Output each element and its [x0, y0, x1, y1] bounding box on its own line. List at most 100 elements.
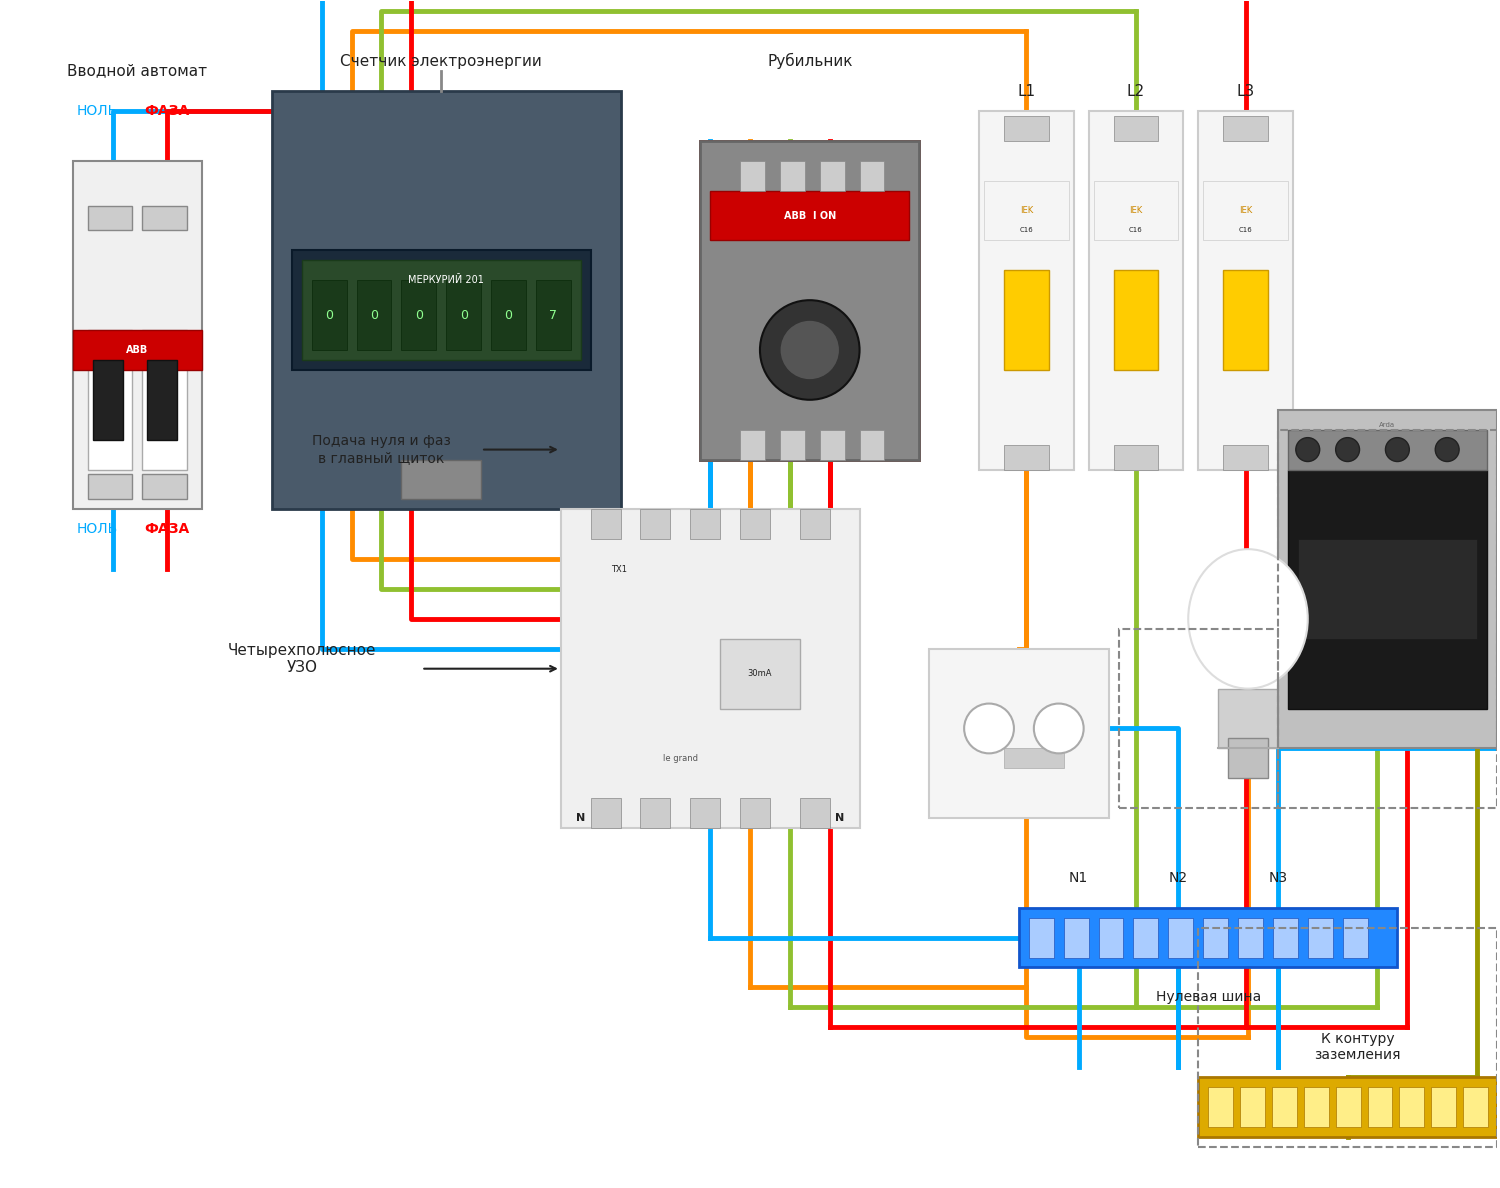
Bar: [93, 360, 123, 440]
Text: Нулевая шина: Нулевая шина: [1155, 991, 1262, 1004]
Bar: [859, 430, 885, 460]
Text: Четырехполюсное
УЗО: Четырехполюсное УЗО: [228, 643, 376, 675]
Text: C16: C16: [1239, 227, 1252, 234]
Bar: [87, 206, 132, 230]
Circle shape: [780, 320, 840, 380]
Bar: [1004, 444, 1048, 469]
Bar: [640, 798, 670, 828]
Circle shape: [1034, 703, 1083, 753]
Bar: [859, 160, 885, 190]
Bar: [1335, 1087, 1360, 1127]
Bar: [1222, 444, 1268, 469]
Bar: [72, 160, 202, 510]
Circle shape: [1335, 437, 1359, 461]
Text: ABB  I ON: ABB I ON: [783, 210, 836, 221]
Bar: [561, 510, 860, 828]
Bar: [357, 280, 392, 350]
Bar: [800, 510, 830, 539]
Text: C16: C16: [1130, 227, 1143, 234]
Bar: [1278, 410, 1497, 748]
Bar: [700, 141, 920, 460]
Bar: [1113, 444, 1158, 469]
Bar: [780, 160, 806, 190]
Bar: [490, 280, 526, 350]
Text: Счетчик электроэнергии: Счетчик электроэнергии: [340, 53, 542, 69]
Bar: [1274, 917, 1298, 958]
Circle shape: [1296, 437, 1320, 461]
Text: 30mA: 30mA: [747, 669, 772, 678]
Bar: [1222, 271, 1268, 369]
Bar: [1431, 1087, 1456, 1127]
Bar: [1098, 917, 1124, 958]
Bar: [1019, 908, 1398, 967]
Bar: [819, 160, 844, 190]
Text: L1: L1: [1017, 83, 1035, 99]
Bar: [640, 510, 670, 539]
Text: C16: C16: [1020, 227, 1034, 234]
Bar: [1134, 917, 1158, 958]
Bar: [446, 280, 482, 350]
Text: Arda: Arda: [1380, 422, 1395, 428]
Bar: [536, 280, 570, 350]
Text: МЕРКУРИЙ 201: МЕРКУРИЙ 201: [408, 276, 485, 285]
Bar: [591, 510, 621, 539]
Bar: [1238, 917, 1263, 958]
Bar: [302, 260, 580, 360]
Circle shape: [760, 301, 859, 400]
Bar: [1198, 110, 1293, 469]
Bar: [72, 330, 202, 369]
Text: НОЛЬ: НОЛЬ: [76, 103, 118, 118]
Bar: [1272, 1087, 1298, 1127]
Bar: [1298, 539, 1478, 639]
Bar: [591, 798, 621, 828]
Text: L2: L2: [1126, 83, 1144, 99]
Bar: [740, 510, 770, 539]
Bar: [402, 460, 482, 499]
Bar: [1119, 628, 1278, 808]
Text: IEK: IEK: [1130, 206, 1143, 215]
Bar: [1228, 739, 1268, 778]
Bar: [1113, 116, 1158, 141]
Bar: [1308, 917, 1332, 958]
Bar: [690, 798, 720, 828]
Bar: [402, 280, 436, 350]
Bar: [1218, 689, 1278, 748]
Text: 0: 0: [370, 309, 378, 322]
Bar: [312, 280, 346, 350]
Bar: [142, 330, 188, 469]
Text: IEK: IEK: [1239, 206, 1252, 215]
Bar: [1004, 748, 1064, 769]
Ellipse shape: [1188, 549, 1308, 689]
Text: Рубильник: Рубильник: [766, 53, 852, 69]
Text: N: N: [836, 813, 844, 823]
Text: ФАЗА: ФАЗА: [144, 103, 190, 118]
Bar: [1400, 1087, 1425, 1127]
Text: ФАЗА: ФАЗА: [144, 523, 190, 536]
Bar: [1004, 271, 1048, 369]
Bar: [1089, 110, 1184, 469]
Text: 0: 0: [416, 309, 423, 322]
Text: 0: 0: [504, 309, 513, 322]
Bar: [1240, 1087, 1264, 1127]
Text: Подача нуля и фаз
в главный щиток: Подача нуля и фаз в главный щиток: [312, 435, 452, 465]
Bar: [142, 474, 188, 499]
Circle shape: [1436, 437, 1460, 461]
Bar: [87, 474, 132, 499]
Circle shape: [1386, 437, 1410, 461]
Bar: [984, 181, 1068, 240]
Bar: [1288, 469, 1486, 708]
Bar: [292, 251, 591, 369]
Bar: [740, 798, 770, 828]
Text: 0: 0: [326, 309, 333, 322]
Text: le grand: le grand: [663, 754, 698, 763]
Bar: [142, 206, 188, 230]
Bar: [690, 510, 720, 539]
Text: N3: N3: [1269, 871, 1287, 885]
Bar: [1004, 116, 1048, 141]
Bar: [1203, 917, 1228, 958]
Bar: [1113, 271, 1158, 369]
Bar: [1368, 1087, 1392, 1127]
Bar: [780, 430, 806, 460]
Bar: [819, 430, 844, 460]
Bar: [1203, 181, 1288, 240]
